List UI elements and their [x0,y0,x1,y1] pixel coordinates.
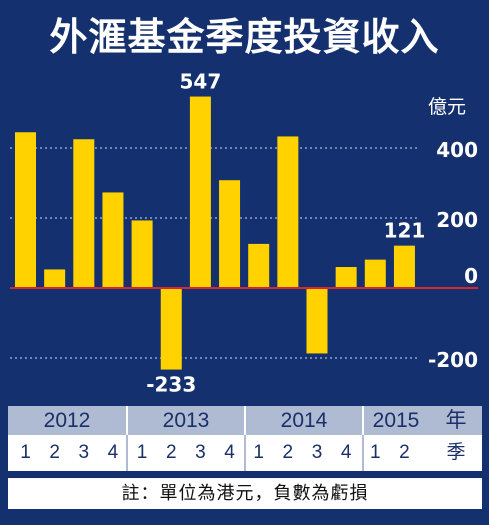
bar [306,288,328,354]
quarter-label: 1 [253,442,264,463]
quarter-label: 3 [311,442,323,463]
quarter-divider [126,435,128,471]
quarter-label: 2 [282,442,294,463]
bar [189,96,211,288]
quarter-axis-title: 季 [446,442,466,463]
bar [219,180,241,288]
y-tick-label: -200 [428,348,478,372]
footnote: 註：單位為港元，負數為虧損 [8,478,482,509]
y-tick-label: 400 [436,138,478,162]
quarter-label: 2 [49,442,60,463]
y-axis-unit-label: 億元 [428,96,467,118]
bar [44,269,66,288]
year-axis-title: 年 [445,409,467,432]
year-axis-band: 2012 2013 2014 2015 年 [8,406,482,435]
quarter-label: 3 [78,442,90,463]
bar [102,192,124,288]
year-label-2015: 2015 [372,409,420,432]
quarter-label: 3 [195,442,206,463]
bar [248,243,270,288]
quarter-label: 4 [224,442,235,463]
quarter-label: 1 [136,442,148,463]
data-label: -233 [146,373,196,397]
bar [393,245,415,288]
quarter-divider [362,435,364,471]
quarter-label: 4 [107,442,119,463]
bar [277,136,299,288]
bar [160,288,182,370]
quarter-label: 2 [165,442,177,463]
year-divider [126,406,128,435]
bar [15,132,36,288]
quarter-label: 1 [370,442,381,463]
bar [73,139,95,288]
chart-title: 外滙基金季度投資收入 [49,15,440,59]
data-label: 121 [384,219,426,243]
bar [364,259,386,288]
year-label-2014: 2014 [280,409,328,432]
year-label-2013: 2013 [162,409,210,432]
year-divider [362,406,364,435]
quarter-label: 4 [340,442,352,463]
y-tick-label: 200 [436,208,478,232]
bar [131,220,153,288]
quarter-label: 2 [399,442,410,463]
bar [335,267,357,288]
year-divider [244,406,246,435]
data-label: 547 [180,70,222,94]
quarter-divider [244,435,246,471]
bar-chart: 400 200 0 -200 -233 547 121 [10,70,478,397]
year-label-2012: 2012 [43,409,91,432]
y-tick-label: 0 [464,264,478,288]
quarter-label: 1 [20,442,31,463]
